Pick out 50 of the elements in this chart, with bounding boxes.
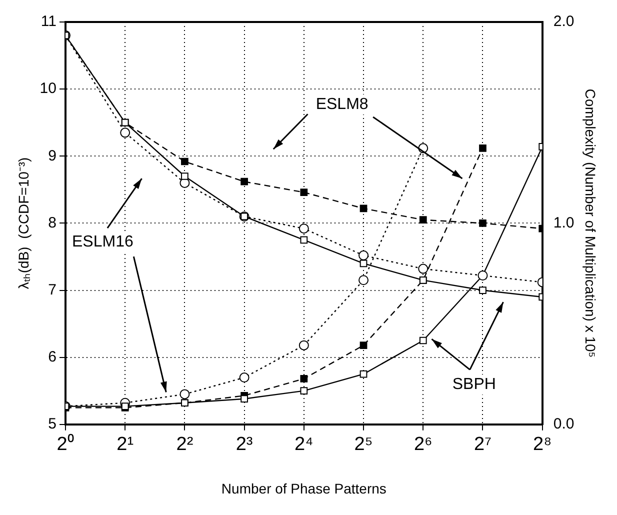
x-tick-label: 2⁵: [354, 434, 373, 456]
point: [419, 216, 427, 224]
point: [300, 387, 308, 394]
annotation: ESLM16: [72, 234, 134, 251]
point: [479, 286, 486, 294]
point: [360, 342, 368, 350]
y-tick-label: 8: [48, 214, 56, 232]
point: [358, 250, 369, 260]
y2-tick-label: 2.0: [553, 13, 574, 30]
y2-tick-label: 0.0: [553, 416, 574, 433]
x-tick-label: 2⁸: [533, 434, 552, 456]
y2-tick-label: 1.0: [553, 214, 574, 232]
y-tick-label: 10: [40, 80, 56, 98]
point: [180, 389, 190, 400]
point: [479, 220, 486, 227]
point: [181, 158, 188, 166]
point: [360, 370, 368, 378]
point: [419, 336, 427, 344]
point: [360, 204, 368, 212]
x-tick-label: 2²: [176, 434, 194, 456]
x-tick-label: 2⁰: [56, 433, 74, 456]
point: [358, 275, 369, 286]
point: [181, 172, 188, 180]
y2-axis-title: Complexity (Number of Multiplication) x 10⁵: [582, 88, 599, 358]
point: [240, 395, 248, 403]
annotation: SBPH: [452, 376, 496, 393]
x-axis-title: Number of Phase Patterns: [221, 480, 386, 496]
point: [418, 264, 428, 274]
point: [360, 260, 368, 268]
y-tick-label: 11: [40, 13, 56, 30]
point: [479, 144, 486, 152]
x-tick-label: 2⁶: [414, 434, 432, 456]
point: [300, 375, 308, 382]
x-tick-label: 2⁴: [294, 434, 314, 456]
y-tick-label: 9: [48, 147, 56, 164]
y-tick-label: 7: [48, 281, 56, 298]
x-tick-label: 2³: [236, 434, 253, 456]
point: [298, 340, 309, 350]
point: [300, 188, 308, 196]
x-tick-label: 2⁷: [474, 434, 492, 456]
y-tick-label: 6: [48, 348, 56, 366]
y-tick-label: 5: [48, 416, 56, 433]
x-tick-label: 2¹: [116, 434, 134, 456]
point: [239, 372, 250, 383]
y-axis-title: λₜₕ(dB) (CCDF=10⁻³): [15, 157, 32, 290]
point: [298, 224, 309, 234]
point: [300, 236, 308, 244]
point: [240, 178, 248, 186]
annotation: ESLM8: [316, 96, 368, 113]
point: [120, 128, 130, 138]
